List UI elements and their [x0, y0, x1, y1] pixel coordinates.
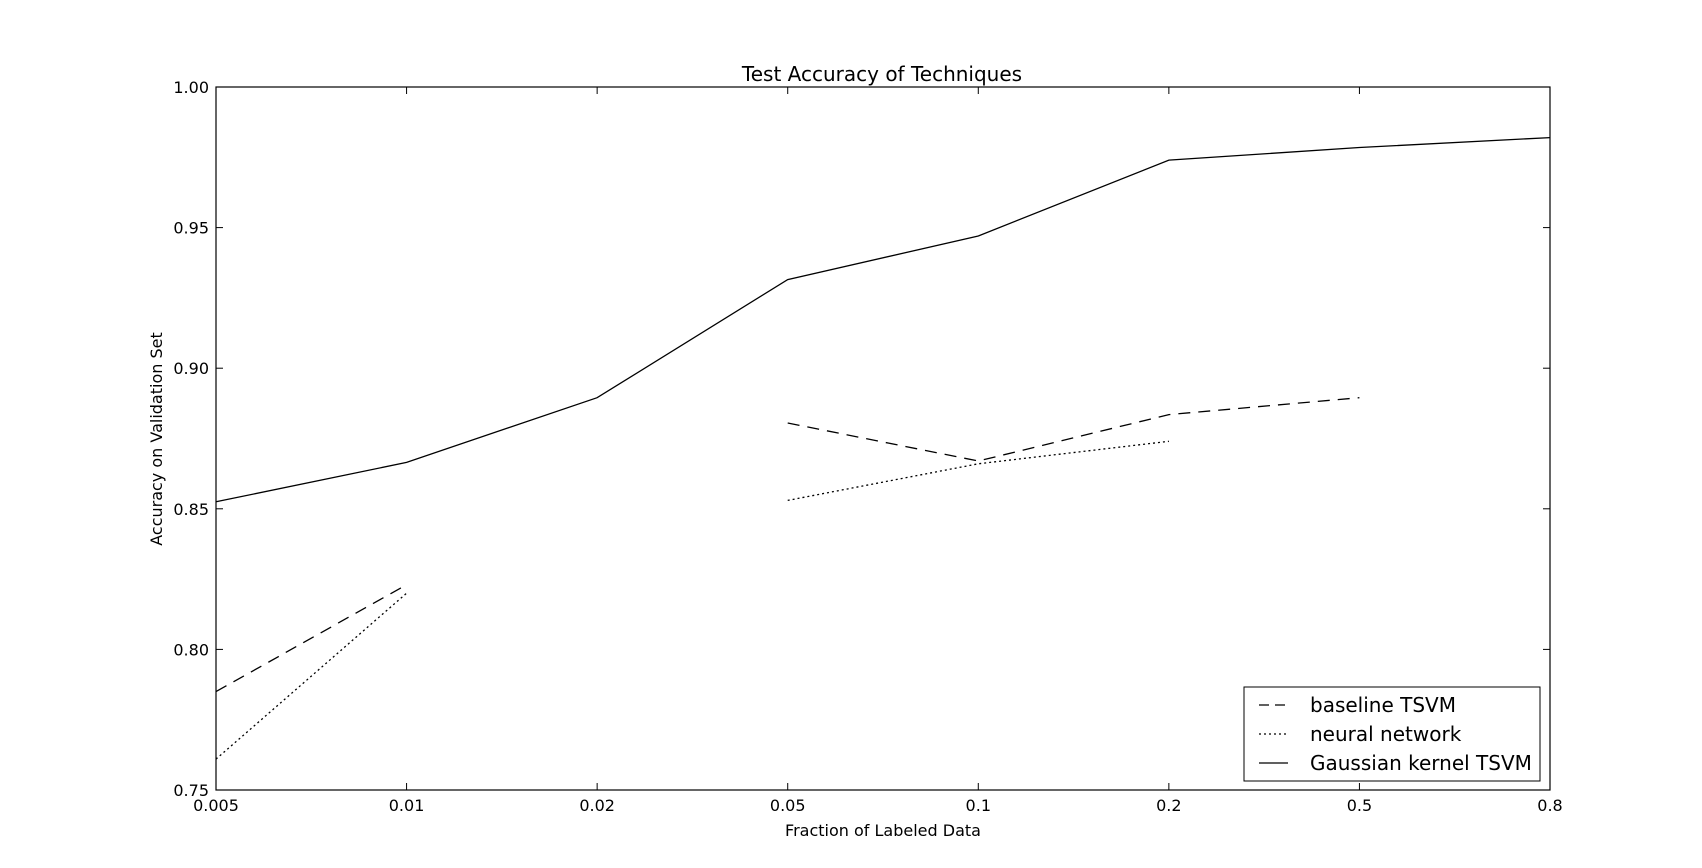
series-layer: [215, 136, 1551, 760]
x-tick-label: 0.05: [770, 796, 806, 815]
x-tick-label: 0.02: [579, 796, 615, 815]
legend-box: [1243, 686, 1541, 782]
series-line-1: [215, 584, 407, 693]
y-axis-label: Accuracy on Validation Set: [147, 332, 166, 546]
series-line-1: [787, 397, 1360, 462]
series-line-2: [787, 440, 1169, 502]
y-tick-label: 0.95: [173, 219, 209, 238]
x-axis-label: Fraction of Labeled Data: [785, 821, 981, 840]
x-tick-label: 0.8: [1537, 796, 1562, 815]
y-tick-label: 0.75: [173, 781, 209, 800]
legend-label-2: neural network: [1310, 722, 1462, 746]
x-tick-label: 0.5: [1347, 796, 1372, 815]
x-tick-label: 0.2: [1156, 796, 1181, 815]
legend-entries: baseline TSVM neural network Gaussian kern…: [1259, 693, 1532, 775]
series-line-3: [215, 136, 1551, 503]
legend-label-3: Gaussian kernel TSVM: [1310, 751, 1532, 775]
y-tick-label: 0.90: [173, 359, 209, 378]
plot-frame: [215, 86, 1551, 791]
legend-label-1: baseline TSVM: [1310, 693, 1456, 717]
y-tick-label: 1.00: [173, 78, 209, 97]
chart-title: Test Accuracy of Techniques: [741, 62, 1022, 86]
ticks-layer: 0.005 0.01 0.02 0.05 0.1 0.2 0.5 0.8 0.75 0.80 0.8…: [173, 78, 1562, 815]
legend: baseline TSVM neural network Gaussian kern…: [1243, 686, 1541, 782]
y-tick-label: 0.85: [173, 500, 209, 519]
x-tick-label: 0.005: [193, 796, 239, 815]
x-tick-label: 0.1: [966, 796, 991, 815]
x-tick-label: 0.01: [389, 796, 425, 815]
series-line-2: [215, 592, 408, 760]
y-tick-label: 0.80: [173, 640, 209, 659]
